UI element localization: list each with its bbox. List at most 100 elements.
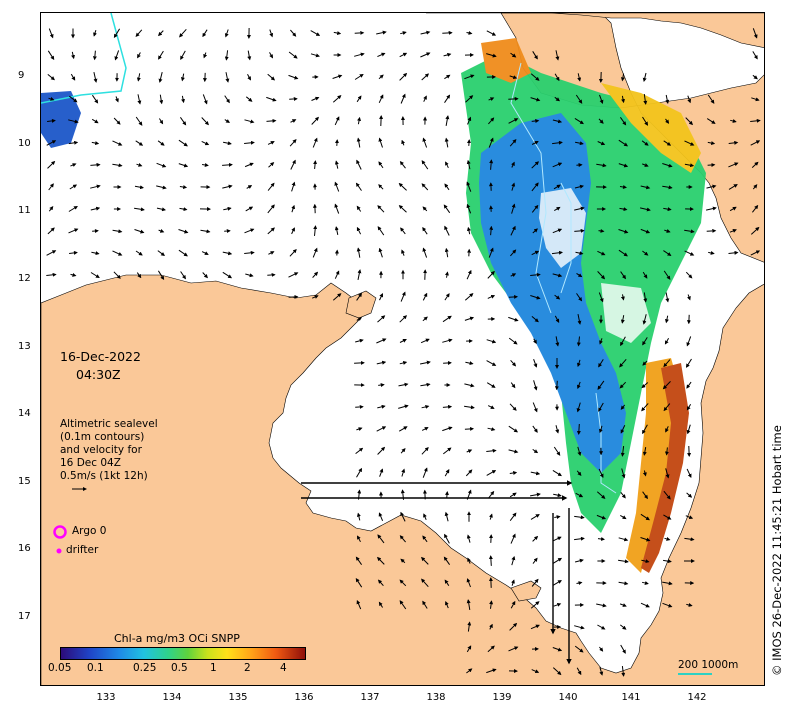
- velocity-arrow: [421, 578, 429, 588]
- velocity-arrow: [467, 621, 472, 632]
- velocity-arrow: [554, 96, 560, 102]
- velocity-arrow: [291, 181, 296, 192]
- velocity-arrow: [620, 336, 626, 347]
- velocity-arrow: [112, 140, 123, 146]
- velocity-arrow: [508, 646, 519, 652]
- velocity-arrow: [202, 163, 209, 167]
- velocity-arrow: [574, 558, 584, 563]
- velocity-arrow: [245, 206, 254, 212]
- velocity-arrow: [420, 52, 431, 58]
- velocity-arrow: [356, 317, 363, 321]
- velocity-arrow: [69, 250, 78, 255]
- velocity-arrow: [618, 537, 629, 542]
- velocity-arrow: [180, 271, 186, 280]
- velocity-arrow: [466, 449, 473, 454]
- velocity-arrow: [244, 250, 255, 255]
- velocity-arrow: [664, 536, 671, 541]
- velocity-arrow: [707, 94, 715, 104]
- velocity-arrow: [577, 359, 581, 368]
- velocity-arrow: [442, 30, 453, 35]
- velocity-arrow: [400, 93, 406, 104]
- velocity-arrow: [158, 50, 164, 60]
- velocity-arrow: [200, 229, 211, 234]
- velocity-arrow: [663, 514, 672, 520]
- velocity-arrow: [399, 52, 408, 58]
- velocity-arrow: [531, 669, 540, 674]
- velocity-arrow: [420, 382, 431, 387]
- velocity-arrow: [530, 601, 540, 609]
- velocity-arrow: [532, 402, 538, 413]
- velocity-arrow: [487, 294, 496, 299]
- velocity-arrow: [618, 229, 629, 234]
- velocity-arrow: [574, 206, 585, 211]
- x-tick: 138: [426, 692, 446, 703]
- velocity-arrow: [443, 556, 451, 565]
- velocity-arrow: [178, 163, 189, 168]
- velocity-arrow: [266, 96, 277, 102]
- velocity-arrow: [443, 204, 451, 214]
- velocity-arrow: [445, 491, 449, 499]
- velocity-arrow: [509, 139, 517, 147]
- x-tick: 137: [360, 692, 380, 703]
- velocity-arrow: [730, 119, 737, 123]
- velocity-arrow: [377, 534, 385, 544]
- velocity-arrow: [531, 316, 539, 323]
- velocity-arrow: [553, 446, 561, 456]
- velocity-arrow: [224, 50, 229, 61]
- velocity-arrow: [706, 118, 716, 124]
- legend-line-4: 16 Dec 04Z: [60, 457, 121, 469]
- velocity-arrow: [686, 404, 692, 411]
- velocity-arrow: [222, 251, 233, 256]
- velocity-arrow: [576, 470, 582, 476]
- velocity-arrow: [663, 559, 672, 564]
- velocity-arrow: [48, 96, 55, 101]
- velocity-arrow: [93, 30, 97, 37]
- velocity-arrow: [267, 141, 275, 145]
- velocity-arrow: [378, 74, 384, 80]
- velocity-arrow: [662, 381, 671, 390]
- velocity-arrow: [444, 137, 449, 148]
- velocity-arrow: [464, 426, 475, 431]
- velocity-arrow: [377, 404, 386, 409]
- velocity-arrow: [157, 140, 165, 146]
- velocity-arrow: [356, 226, 362, 235]
- velocity-arrow: [509, 470, 518, 475]
- legend-line-1: Altimetric sealevel: [60, 418, 158, 430]
- velocity-arrow: [620, 424, 626, 434]
- velocity-arrow: [422, 137, 428, 148]
- y-tick: 12: [18, 273, 31, 284]
- velocity-arrow: [618, 139, 629, 147]
- velocity-arrow: [618, 581, 629, 586]
- velocity-arrow: [530, 97, 541, 102]
- velocity-arrow: [642, 314, 647, 325]
- velocity-arrow: [750, 226, 760, 235]
- velocity-arrow: [68, 228, 79, 234]
- y-tick: 10: [18, 138, 31, 149]
- velocity-arrow: [464, 405, 475, 410]
- velocity-arrow: [510, 273, 517, 277]
- velocity-arrow: [269, 52, 273, 59]
- velocity-arrow: [112, 229, 123, 234]
- velocity-arrow: [157, 270, 165, 281]
- velocity-arrow: [552, 119, 563, 124]
- velocity-arrow: [686, 381, 692, 389]
- velocity-arrow: [618, 559, 629, 564]
- velocity-arrow: [311, 96, 320, 101]
- velocity-arrow: [486, 339, 497, 344]
- velocity-arrow: [533, 359, 538, 368]
- velocity-arrow: [596, 603, 607, 608]
- velocity-arrow: [422, 316, 428, 322]
- velocity-arrow: [91, 118, 99, 124]
- velocity-arrow: [576, 336, 581, 347]
- velocity-arrow: [224, 95, 230, 104]
- velocity-arrow: [598, 359, 604, 368]
- velocity-arrow: [752, 184, 758, 190]
- colorbar-tick: 2: [244, 662, 251, 674]
- velocity-arrow: [467, 557, 471, 564]
- velocity-arrow: [552, 228, 563, 234]
- velocity-arrow: [664, 229, 671, 233]
- velocity-arrow: [466, 226, 471, 235]
- velocity-arrow: [751, 161, 759, 168]
- velocity-arrow: [684, 537, 695, 542]
- y-tick: 13: [18, 341, 31, 352]
